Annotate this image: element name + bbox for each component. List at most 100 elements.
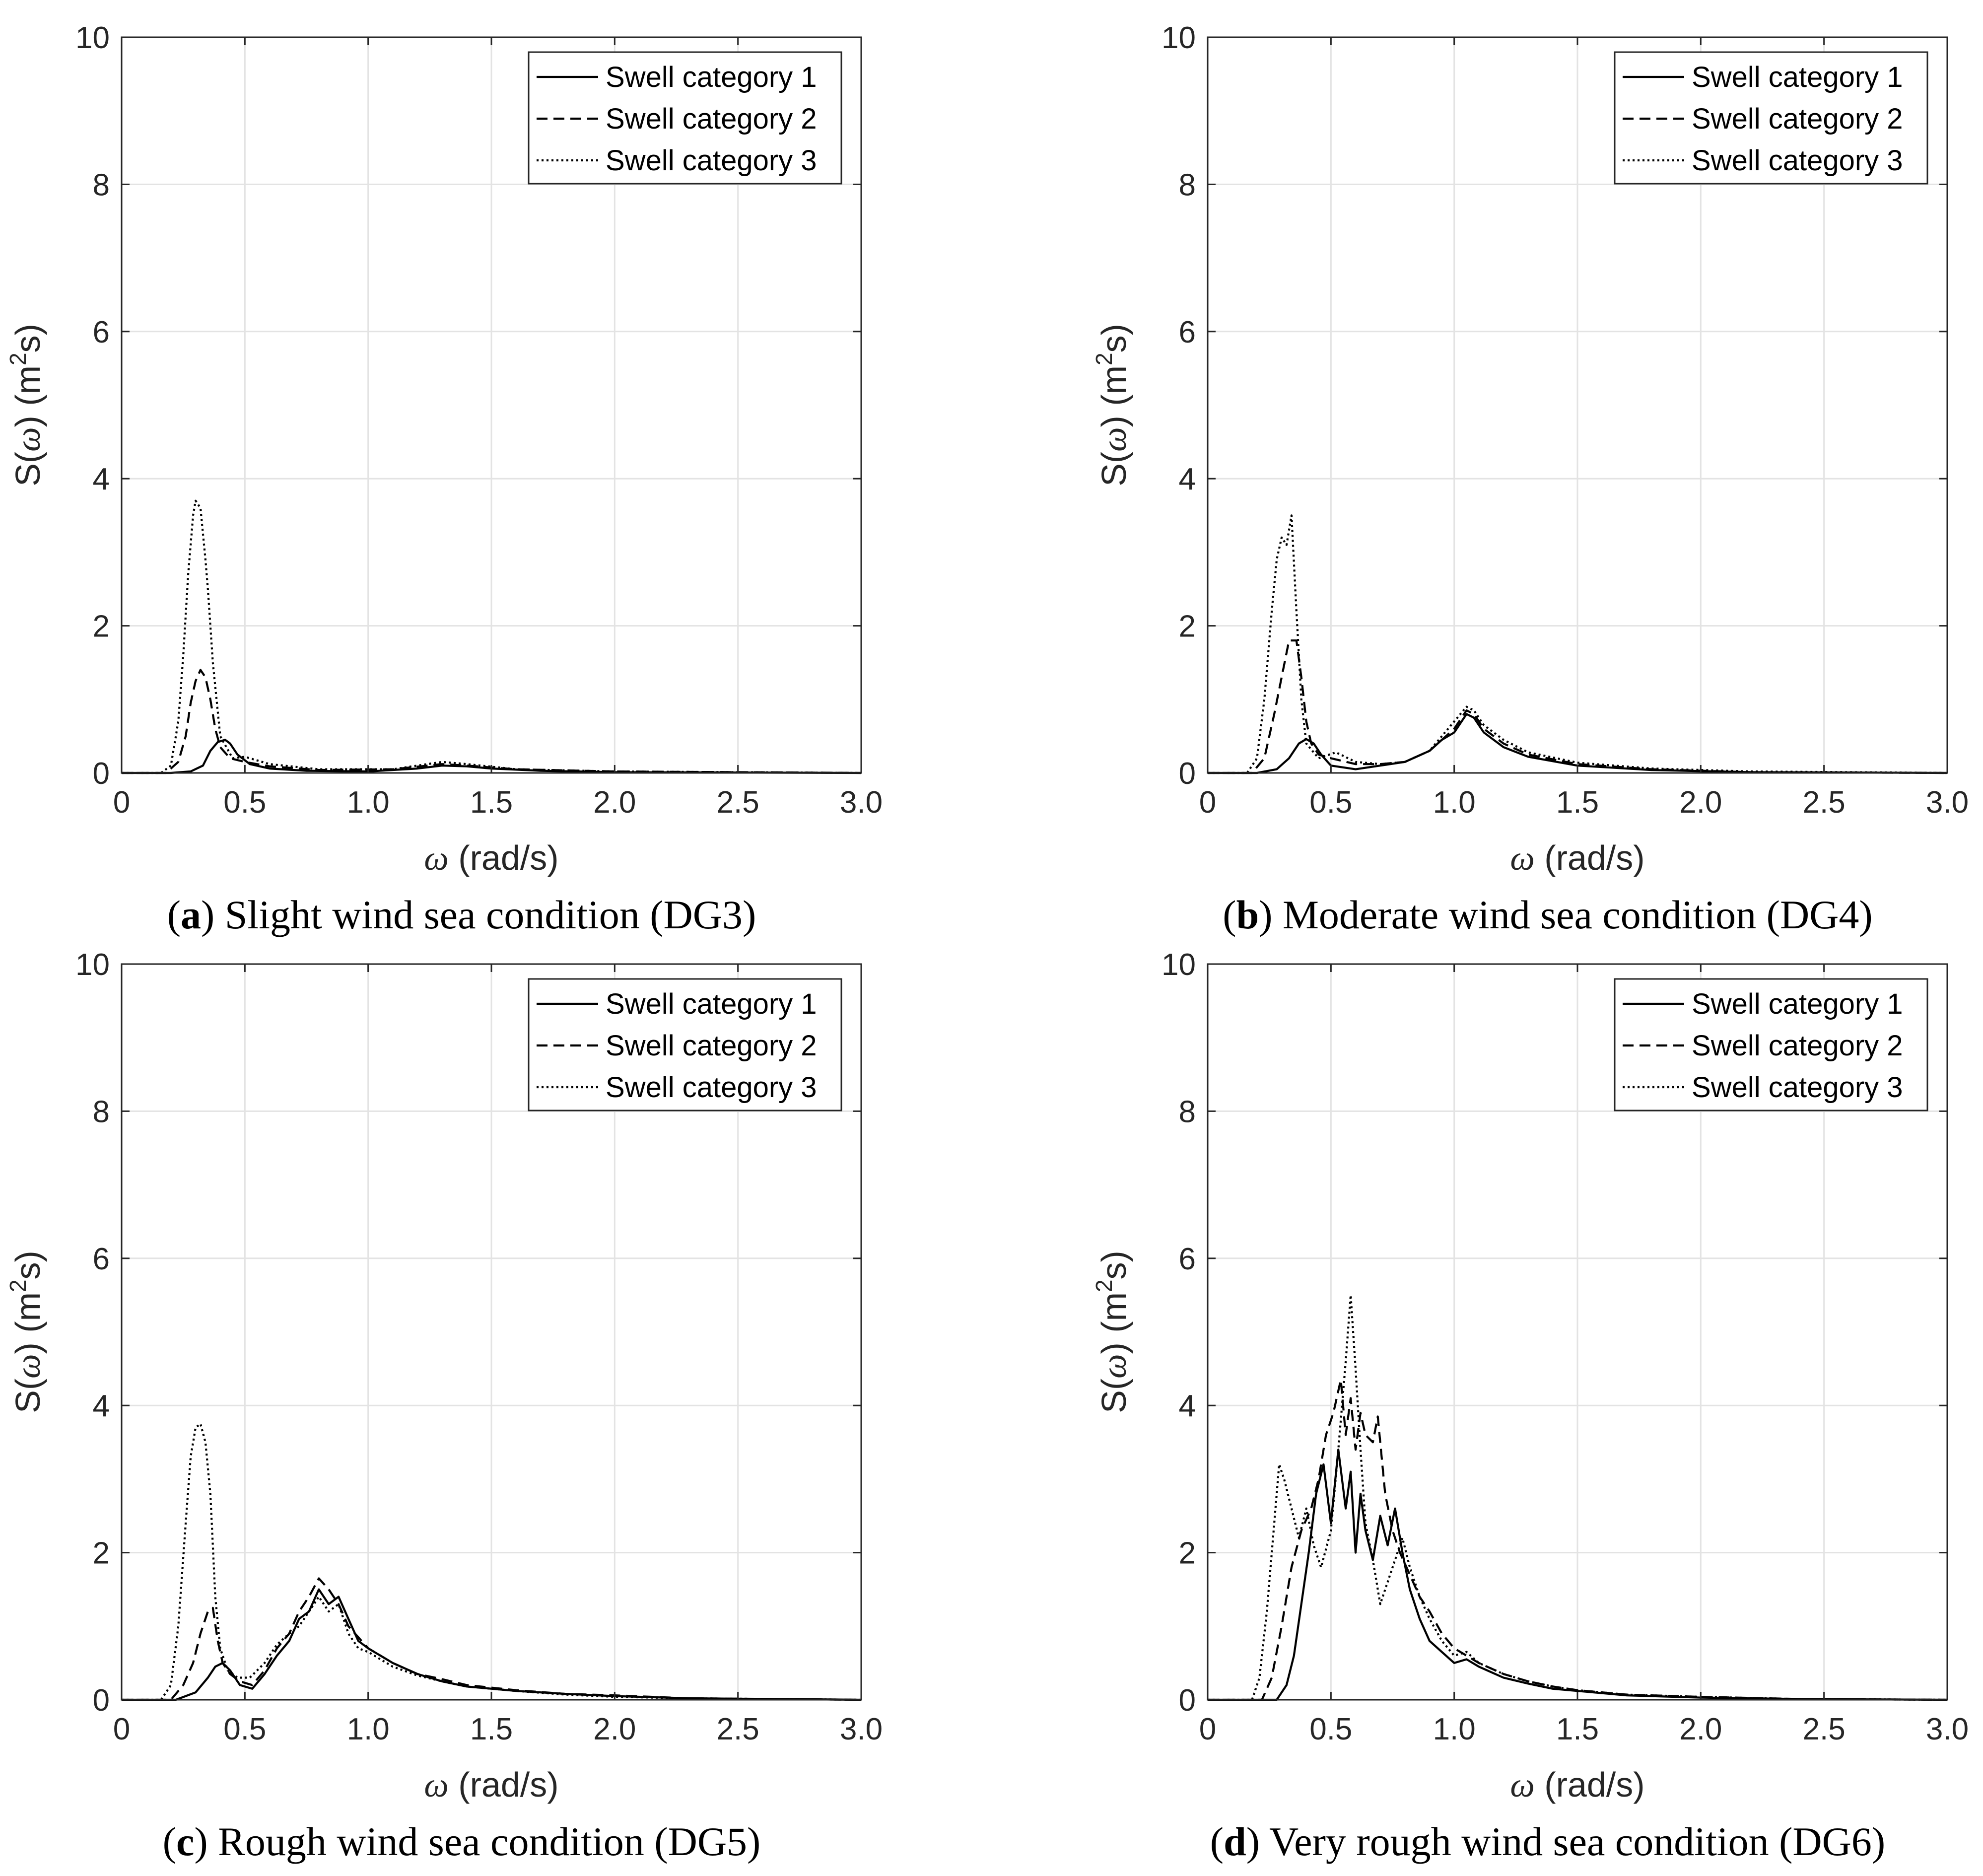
x-axis-label: ω (rad/s) (424, 838, 558, 878)
x-tick-label: 2.0 (593, 1712, 636, 1746)
y-axis-label-part: S( (1094, 1379, 1133, 1413)
x-axis-symbol: ω (424, 839, 448, 878)
y-tick-label: 0 (93, 757, 110, 791)
series-line-3 (122, 499, 862, 774)
caption-paren: ( (167, 892, 181, 937)
y-axis-superscript: 2 (1091, 352, 1117, 365)
x-tick-label: 1.5 (1556, 1712, 1599, 1746)
x-axis-unit: (rad/s) (449, 838, 559, 877)
legend-label-3: Swell category 3 (606, 1071, 817, 1104)
legend-label-1: Swell category 1 (1692, 61, 1903, 93)
y-axis-label: S(ω) (m2s) (1091, 324, 1134, 486)
caption-paren: ( (1223, 892, 1236, 937)
x-tick-label: 1.5 (470, 785, 513, 820)
y-axis-label-part: ) (m (1094, 1292, 1133, 1354)
y-axis-label-part: s) (8, 1251, 47, 1279)
x-tick-label: 0.5 (223, 1712, 266, 1746)
y-tick-label: 2 (1179, 1536, 1196, 1571)
legend: Swell category 1 Swell category 2 Swell ca… (1614, 51, 1928, 185)
legend-label-3: Swell category 3 (1692, 1071, 1903, 1104)
y-axis-label-part: s) (1094, 324, 1133, 352)
x-tick-label: 3.0 (840, 785, 883, 820)
y-tick-label: 8 (93, 1095, 110, 1129)
y-axis-label-part: ) (m (1094, 365, 1133, 427)
legend-label-2: Swell category 2 (606, 103, 817, 135)
x-axis-label: ω (rad/s) (1510, 838, 1644, 878)
x-axis-unit: (rad/s) (1535, 838, 1645, 877)
x-axis-unit: (rad/s) (1535, 1765, 1645, 1804)
legend-label-3: Swell category 3 (606, 144, 817, 177)
x-axis-symbol: ω (1510, 839, 1534, 878)
caption-label: d (1224, 1819, 1246, 1864)
y-tick-label: 4 (1179, 462, 1196, 496)
caption-label: c (176, 1819, 194, 1864)
legend: Swell category 1 Swell category 2 Swell ca… (528, 978, 842, 1112)
y-axis-label-part: ) (m (8, 365, 47, 427)
x-tick-label: 1.5 (1556, 785, 1599, 820)
y-tick-label: 4 (93, 462, 110, 496)
x-tick-label: 3.0 (1926, 785, 1969, 820)
x-tick-label: 2.5 (717, 785, 759, 820)
series-line-2 (1208, 1379, 1948, 1701)
x-tick-label: 0.5 (1309, 785, 1352, 820)
legend-label-1: Swell category 1 (1692, 988, 1903, 1020)
x-tick-label: 0 (113, 785, 130, 820)
x-tick-label: 2.5 (717, 1712, 759, 1746)
legend-label-3: Swell category 3 (1692, 144, 1903, 177)
x-tick-label: 0 (113, 1712, 130, 1746)
y-tick-label: 4 (1179, 1389, 1196, 1423)
y-axis-symbol: ω (9, 1354, 48, 1378)
series-line-2 (122, 669, 862, 774)
y-axis-superscript: 2 (5, 352, 31, 365)
y-tick-label: 0 (1179, 1683, 1196, 1718)
x-tick-label: 2.0 (593, 785, 636, 820)
caption-text: ) Slight wind sea condition (DG3) (201, 892, 756, 937)
panel-caption: (a) Slight wind sea condition (DG3) (167, 892, 756, 937)
legend: Swell category 1 Swell category 2 Swell ca… (1614, 978, 1928, 1112)
y-axis-label: S(ω) (m2s) (1091, 1251, 1134, 1413)
y-tick-label: 2 (1179, 610, 1196, 644)
x-tick-label: 1.5 (470, 1712, 513, 1746)
x-tick-label: 0.5 (223, 785, 266, 820)
y-tick-label: 0 (1179, 757, 1196, 791)
caption-paren: ( (163, 1819, 176, 1864)
y-axis-label-part: s) (8, 324, 47, 352)
y-tick-label: 10 (75, 21, 110, 55)
y-tick-label: 10 (1162, 21, 1196, 55)
caption-text: ) Rough wind sea condition (DG5) (194, 1819, 760, 1864)
x-axis-label: ω (rad/s) (1510, 1765, 1644, 1805)
x-tick-label: 0 (1199, 1712, 1216, 1746)
y-tick-label: 6 (1179, 1242, 1196, 1276)
x-tick-label: 2.0 (1679, 1712, 1722, 1746)
y-axis-label-part: ) (m (8, 1292, 47, 1354)
y-axis-superscript: 2 (5, 1279, 31, 1292)
y-axis-symbol: ω (1095, 1354, 1134, 1378)
y-tick-label: 2 (93, 610, 110, 644)
y-tick-label: 10 (75, 948, 110, 982)
x-axis-symbol: ω (424, 1766, 448, 1805)
x-tick-label: 3.0 (1926, 1712, 1969, 1746)
y-tick-label: 8 (1179, 1095, 1196, 1129)
y-tick-label: 8 (1179, 168, 1196, 202)
series-line-3 (1208, 1294, 1948, 1701)
y-tick-label: 10 (1162, 948, 1196, 982)
y-tick-label: 2 (93, 1536, 110, 1571)
x-tick-label: 3.0 (840, 1712, 883, 1746)
y-axis-superscript: 2 (1091, 1279, 1117, 1292)
series-line-1 (122, 1588, 862, 1701)
x-tick-label: 1.0 (347, 785, 390, 820)
y-axis-label-part: s) (1094, 1251, 1133, 1279)
x-tick-label: 1.0 (1433, 1712, 1476, 1746)
y-axis-label-part: S( (8, 1379, 47, 1413)
x-tick-label: 2.0 (1679, 785, 1722, 820)
y-axis-label-part: S( (1094, 452, 1133, 486)
x-axis-unit: (rad/s) (449, 1765, 559, 1804)
y-axis-label: S(ω) (m2s) (5, 324, 48, 486)
caption-text: ) Very rough wind sea condition (DG6) (1246, 1819, 1885, 1864)
legend-label-1: Swell category 1 (606, 61, 817, 93)
panel-caption: (d) Very rough wind sea condition (DG6) (1210, 1819, 1885, 1864)
y-axis-symbol: ω (9, 427, 48, 451)
